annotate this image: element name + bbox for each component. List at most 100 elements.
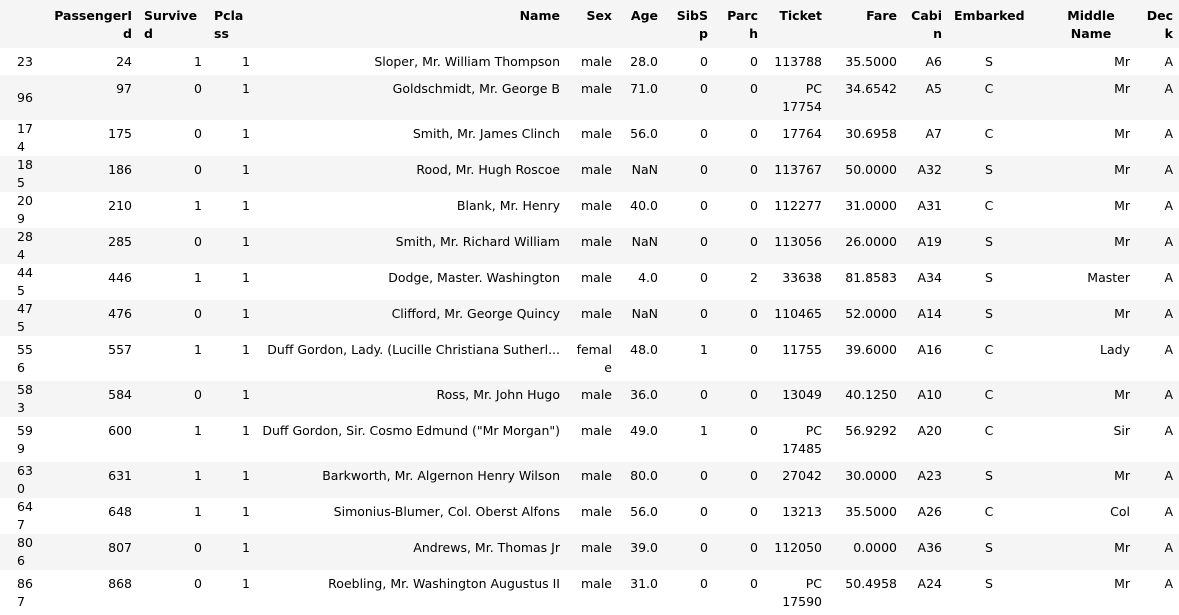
cell-sex: male bbox=[581, 270, 612, 285]
cell-fare: 40.1250 bbox=[845, 387, 897, 402]
cell-deck: A bbox=[1164, 342, 1173, 357]
cell-fare: 35.5000 bbox=[845, 504, 897, 519]
cell-parch: 0 bbox=[750, 162, 758, 177]
column-header-pclass: Pclass bbox=[214, 8, 244, 41]
row-index: 284 bbox=[17, 229, 33, 262]
cell-survived: 1 bbox=[194, 54, 202, 69]
cell-embarked: C bbox=[984, 504, 994, 519]
column-header-index bbox=[0, 0, 45, 48]
cell-survived: 0 bbox=[194, 81, 202, 96]
cell-deck: A bbox=[1164, 234, 1173, 249]
cell-pclass: 1 bbox=[242, 234, 250, 249]
cell-survived: 1 bbox=[194, 342, 202, 357]
row-index: 23 bbox=[17, 53, 33, 69]
cell-deck: A bbox=[1164, 198, 1173, 213]
cell-deck: A bbox=[1164, 126, 1173, 141]
cell-sibsp: 0 bbox=[700, 234, 708, 249]
cell-parch: 0 bbox=[750, 468, 758, 483]
cell-cabin: A36 bbox=[917, 540, 942, 555]
row-index: 583 bbox=[17, 382, 33, 415]
cell-middlename: Mr bbox=[1114, 540, 1130, 555]
cell-embarked: S bbox=[985, 540, 993, 555]
cell-survived: 0 bbox=[194, 234, 202, 249]
cell-name: Ross, Mr. John Hugo bbox=[436, 387, 560, 402]
cell-ticket: 11755 bbox=[782, 342, 822, 357]
cell-sibsp: 0 bbox=[700, 162, 708, 177]
cell-sex: male bbox=[581, 540, 612, 555]
cell-fare: 30.0000 bbox=[845, 468, 897, 483]
table-row: 96 97 0 1 Goldschmidt, Mr. George B male 71.0 0… bbox=[0, 75, 1179, 120]
cell-cabin: A10 bbox=[917, 387, 942, 402]
cell-deck: A bbox=[1164, 270, 1173, 285]
cell-age: 49.0 bbox=[630, 423, 658, 438]
cell-fare: 81.8583 bbox=[845, 270, 897, 285]
cell-survived: 1 bbox=[194, 468, 202, 483]
cell-cabin: A5 bbox=[925, 81, 942, 96]
cell-middlename: Mr bbox=[1114, 126, 1130, 141]
cell-passengerid: 648 bbox=[108, 504, 132, 519]
cell-cabin: A32 bbox=[917, 162, 942, 177]
table-row: 806 807 0 1 Andrews, Mr. Thomas Jr male 39.0 0 0… bbox=[0, 534, 1179, 570]
row-index: 867 bbox=[17, 575, 33, 609]
row-index: 806 bbox=[17, 535, 33, 568]
cell-embarked: S bbox=[985, 162, 993, 177]
cell-embarked: C bbox=[984, 126, 994, 141]
row-index: 174 bbox=[17, 121, 33, 154]
cell-ticket: PC 17754 bbox=[782, 81, 822, 114]
cell-name: Rood, Mr. Hugh Roscoe bbox=[416, 162, 560, 177]
cell-passengerid: 285 bbox=[108, 234, 132, 249]
cell-deck: A bbox=[1164, 540, 1173, 555]
cell-sibsp: 0 bbox=[700, 126, 708, 141]
cell-fare: 50.4958 bbox=[845, 576, 897, 591]
cell-ticket: 110465 bbox=[774, 306, 822, 321]
cell-parch: 0 bbox=[750, 126, 758, 141]
cell-cabin: A6 bbox=[925, 54, 942, 69]
cell-pclass: 1 bbox=[242, 54, 250, 69]
cell-parch: 0 bbox=[750, 504, 758, 519]
cell-fare: 50.0000 bbox=[845, 162, 897, 177]
cell-cabin: A20 bbox=[917, 423, 942, 438]
cell-fare: 56.9292 bbox=[845, 423, 897, 438]
cell-passengerid: 24 bbox=[116, 54, 132, 69]
cell-age: 36.0 bbox=[630, 387, 658, 402]
cell-deck: A bbox=[1164, 504, 1173, 519]
cell-middlename: Sir bbox=[1113, 423, 1130, 438]
cell-pclass: 1 bbox=[242, 306, 250, 321]
cell-passengerid: 868 bbox=[108, 576, 132, 591]
cell-cabin: A7 bbox=[925, 126, 942, 141]
cell-sex: male bbox=[581, 234, 612, 249]
cell-cabin: A26 bbox=[917, 504, 942, 519]
cell-sibsp: 0 bbox=[700, 468, 708, 483]
cell-ticket: 112050 bbox=[774, 540, 822, 555]
column-header-fare: Fare bbox=[866, 8, 897, 23]
column-header-survived: Survived bbox=[144, 8, 198, 41]
cell-middlename: Master bbox=[1087, 270, 1130, 285]
cell-ticket: PC 17485 bbox=[782, 423, 822, 456]
cell-pclass: 1 bbox=[242, 198, 250, 213]
cell-ticket: 17764 bbox=[782, 126, 822, 141]
cell-passengerid: 175 bbox=[108, 126, 132, 141]
cell-sex: male bbox=[581, 504, 612, 519]
cell-name: Goldschmidt, Mr. George B bbox=[392, 81, 560, 96]
table-row: 556 557 1 1 Duff Gordon, Lady. (Lucille Chri… bbox=[0, 336, 1179, 381]
cell-ticket: 33638 bbox=[782, 270, 822, 285]
cell-ticket: 113788 bbox=[774, 54, 822, 69]
table-row: 475 476 0 1 Clifford, Mr. George Quincy male N… bbox=[0, 300, 1179, 336]
column-header-ticket: Ticket bbox=[779, 8, 822, 23]
cell-ticket: 13049 bbox=[782, 387, 822, 402]
table-row: 209 210 1 1 Blank, Mr. Henry male 40.0 0 0 112277… bbox=[0, 192, 1179, 228]
cell-name: Smith, Mr. James Clinch bbox=[412, 126, 560, 141]
cell-deck: A bbox=[1164, 468, 1173, 483]
cell-fare: 30.6958 bbox=[845, 126, 897, 141]
table-row: 185 186 0 1 Rood, Mr. Hugh Roscoe male NaN 0 0 11… bbox=[0, 156, 1179, 192]
cell-name: Simonius-Blumer, Col. Oberst Alfons bbox=[333, 504, 560, 519]
cell-deck: A bbox=[1164, 162, 1173, 177]
cell-sex: male bbox=[581, 198, 612, 213]
row-index: 475 bbox=[17, 301, 33, 334]
cell-cabin: A14 bbox=[917, 306, 942, 321]
cell-embarked: C bbox=[984, 387, 994, 402]
cell-sibsp: 0 bbox=[700, 306, 708, 321]
cell-middlename: Mr bbox=[1114, 234, 1130, 249]
cell-deck: A bbox=[1164, 387, 1173, 402]
